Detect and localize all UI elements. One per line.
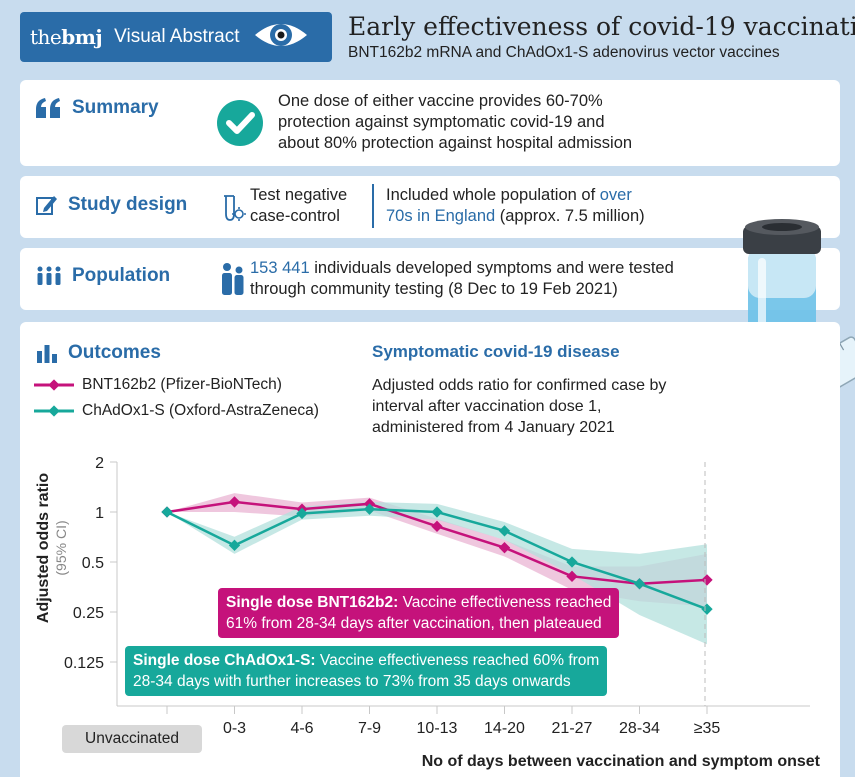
population-label: Population	[72, 265, 171, 286]
summary-card: Summary One dose of either vaccine provi…	[20, 80, 840, 166]
legend-label-bnt: BNT162b2 (Pfizer-BioNTech)	[82, 376, 282, 393]
bmj-badge: thebmj Visual Abstract	[20, 12, 332, 62]
y-tick-label: 0.125	[64, 655, 104, 672]
summary-text: One dose of either vaccine provides 60-7…	[278, 92, 633, 152]
x-tick-label: 28-34	[619, 720, 660, 737]
eye-icon	[253, 19, 309, 56]
study-design-type: Test negative case-control	[250, 186, 348, 225]
population-card: Population 153 441 individuals developed…	[20, 248, 840, 310]
data-point-bnt-5	[498, 541, 511, 554]
data-point-chadox-4	[431, 506, 443, 518]
population-text: 153 441 individuals developed symptoms a…	[250, 259, 674, 298]
study-design-divider	[372, 184, 374, 228]
population-heading: Population	[36, 265, 170, 287]
outcomes-label: Outcomes	[68, 342, 161, 363]
data-point-bnt-8	[701, 574, 713, 586]
callout-chadox: Single dose ChAdOx1-S: Vaccine effective…	[125, 646, 608, 696]
outcomes-heading: Outcomes	[36, 342, 161, 364]
legend-item-bnt: BNT162b2 (Pfizer-BioNTech)	[34, 376, 282, 394]
data-point-chadox-5	[498, 525, 511, 537]
legend-swatch-chadox	[34, 405, 74, 417]
data-point-chadox-1	[228, 539, 241, 551]
x-tick-label: 14-20	[484, 720, 525, 737]
x-tick-label: 0-3	[223, 720, 246, 737]
page-subtitle: BNT162b2 mRNA and ChAdOx1-S adenovirus v…	[348, 44, 780, 61]
summary-label: Summary	[72, 97, 159, 118]
legend-item-chadox: ChAdOx1-S (Oxford-AstraZeneca)	[34, 402, 319, 420]
test-tube-icon	[224, 195, 246, 221]
ci-band-chadox	[167, 501, 707, 645]
legend-swatch-bnt	[34, 379, 74, 391]
data-point-bnt-6	[566, 570, 578, 582]
svg-text:Adjusted odds ratio: Adjusted odds ratio	[35, 473, 52, 623]
data-point-chadox-8	[701, 603, 713, 615]
callout-bnt: Single dose BNT162b2: Vaccine effectiven…	[218, 588, 620, 638]
check-badge-icon	[217, 100, 263, 146]
chart-title: Symptomatic covid-19 disease	[372, 342, 620, 361]
y-tick-label: 1	[95, 505, 104, 522]
brand-logo: thebmj	[30, 25, 103, 49]
y-tick-label: 0.25	[73, 605, 104, 622]
bar-chart-icon	[37, 345, 57, 363]
x-tick-label: 21-27	[552, 720, 593, 737]
svg-text:(95% CI): (95% CI)	[53, 520, 69, 575]
y-tick-label: 0.5	[82, 555, 104, 572]
badge-label: Visual Abstract	[114, 26, 240, 47]
data-point-chadox-6	[566, 556, 578, 568]
study-design-card: Study design Test negative case-control …	[20, 176, 840, 238]
quote-icon	[36, 98, 60, 118]
two-people-icon	[222, 263, 244, 295]
y-tick-label: 2	[95, 455, 104, 472]
x-axis-title: No of days between vaccination and sympt…	[422, 753, 821, 770]
legend-label-chadox: ChAdOx1-S (Oxford-AstraZeneca)	[82, 402, 319, 419]
unvaccinated-tick-label: Unvaccinated	[62, 725, 202, 753]
data-point-bnt-1	[228, 496, 241, 508]
data-point-chadox-7	[633, 578, 646, 590]
x-tick-label: 4-6	[290, 720, 313, 737]
study-design-included: Included whole population of over 70s in…	[386, 186, 645, 225]
study-design-label: Study design	[68, 194, 188, 215]
y-axis-title: Adjusted odds ratio (95% CI)	[35, 473, 69, 623]
x-tick-label: ≥35	[694, 720, 721, 737]
chart-description: Adjusted odds ratio for confirmed case b…	[372, 377, 667, 436]
summary-heading: Summary	[36, 97, 159, 119]
data-point-bnt-4	[431, 520, 443, 532]
data-point-chadox-0	[161, 506, 173, 518]
people-icon	[37, 266, 61, 285]
pencil-icon	[36, 196, 57, 215]
page-title: Early effectiveness of covid-19 vaccinat…	[348, 12, 855, 41]
x-tick-label: 10-13	[417, 720, 458, 737]
study-design-heading: Study design	[36, 194, 187, 216]
x-tick-label: 7-9	[358, 720, 381, 737]
data-point-chadox-3	[363, 503, 376, 515]
